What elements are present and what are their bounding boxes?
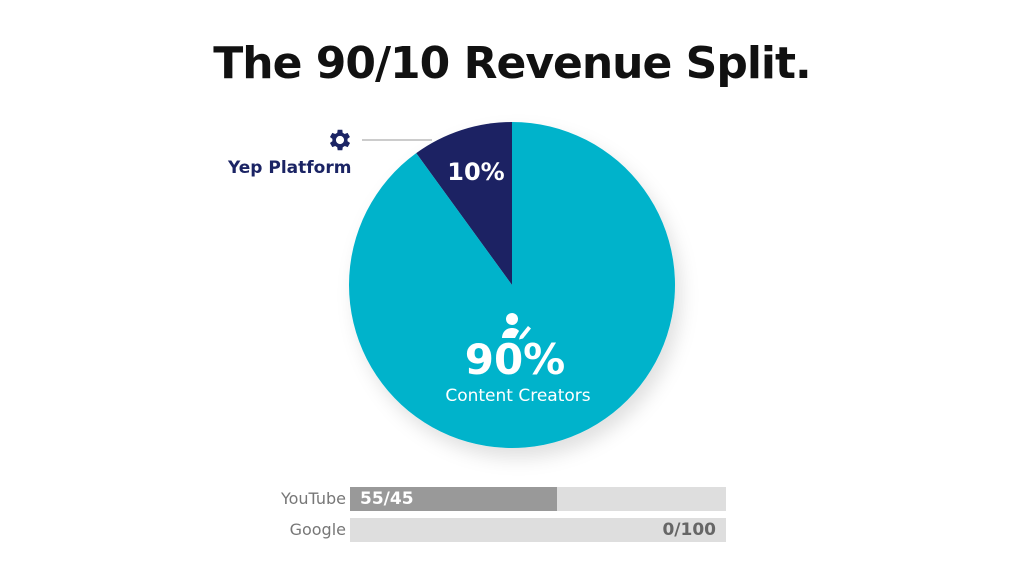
chart-title: The 90/10 Revenue Split. [213,38,812,89]
youtube-bar-row: YouTube 55/45 [250,487,730,511]
pie-slice-yep-platform [416,122,512,285]
youtube-bar-track: 55/45 [350,487,726,511]
platform-slice-label: Yep Platform [228,158,352,178]
pie-slice-content-creators [348,122,675,448]
youtube-split-value: 55/45 [360,489,414,509]
platform-percent-label: 10% [447,158,505,186]
google-split-value: 0/100 [662,520,716,540]
creators-slice-label: Content Creators [445,386,591,406]
youtube-bar-label: YouTube [280,489,346,508]
google-bar-track: 0/100 [350,518,726,542]
google-bar-label: Google [289,520,346,539]
creator-edit-icon [502,313,531,340]
gear-icon [329,129,351,151]
youtube-bar-fill [350,487,557,511]
google-bar-row: Google 0/100 [250,518,730,542]
creators-percent-label: 90% [464,335,566,384]
